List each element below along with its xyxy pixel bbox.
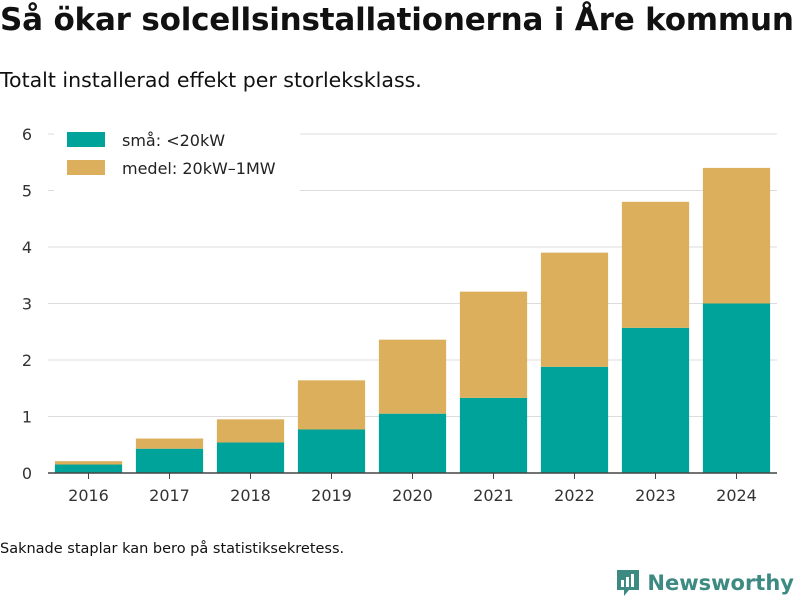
bar-segment-small [621,327,690,473]
bar-segment-medium [297,380,366,430]
x-axis-ticks: 2016 2017 2018 2019 2020 2021 2022 2023 2024 [68,473,757,505]
y-tick-label: 4 [22,238,32,257]
bar-segment-small [702,303,771,473]
legend-swatch [67,160,105,175]
bar-segment-medium [702,167,771,304]
y-tick-label: 0 [22,464,32,483]
bar-segment-medium [459,291,528,398]
newsworthy-logo-icon [617,570,640,596]
footnote: Saknade staplar kan bero på statistiksek… [0,541,345,557]
y-tick-label: 1 [22,408,32,427]
y-tick-label: 3 [22,295,32,314]
x-tick-label: 2022 [554,486,595,505]
bar-segment-medium [540,252,609,367]
brand-logo: Newsworthy [615,568,794,598]
legend-label: små: <20kW [122,131,225,150]
legend-swatch [67,132,105,147]
x-tick-label: 2023 [635,486,676,505]
bar-segment-small [54,464,123,473]
y-axis-ticks: 0 1 2 3 4 5 6 [22,125,32,483]
x-tick-label: 2020 [392,486,433,505]
legend-label: medel: 20kW–1MW [122,159,276,178]
y-tick-label: 6 [22,125,32,144]
bar-segment-medium [216,419,285,443]
x-tick-label: 2019 [311,486,352,505]
bar-segment-small [378,413,447,473]
bar-segment-medium [54,461,123,465]
bar-segment-medium [135,438,204,449]
bars [54,167,771,473]
brand-name: Newsworthy [647,571,794,595]
y-tick-label: 5 [22,182,32,201]
y-tick-label: 2 [22,351,32,370]
legend: små: <20kW medel: 20kW–1MW [54,124,300,194]
bar-segment-small [135,448,204,473]
bar-segment-small [540,366,609,473]
bar-segment-small [216,442,285,473]
bar-segment-small [459,397,528,473]
bar-segment-small [297,429,366,473]
chart-title: Så ökar solcellsinstallationerna i Åre k… [0,2,794,38]
x-tick-label: 2018 [230,486,271,505]
x-tick-label: 2017 [149,486,190,505]
bar-segment-medium [378,339,447,414]
stacked-bar-chart: 0 1 2 3 4 5 6 2016 2017 2018 2019 2020 2021 2022 2023… [22,124,777,505]
x-tick-label: 2021 [473,486,514,505]
x-tick-label: 2016 [68,486,109,505]
x-tick-label: 2024 [716,486,757,505]
chart-subtitle: Totalt installerad effekt per storlekskl… [0,68,422,92]
bar-segment-medium [621,201,690,328]
